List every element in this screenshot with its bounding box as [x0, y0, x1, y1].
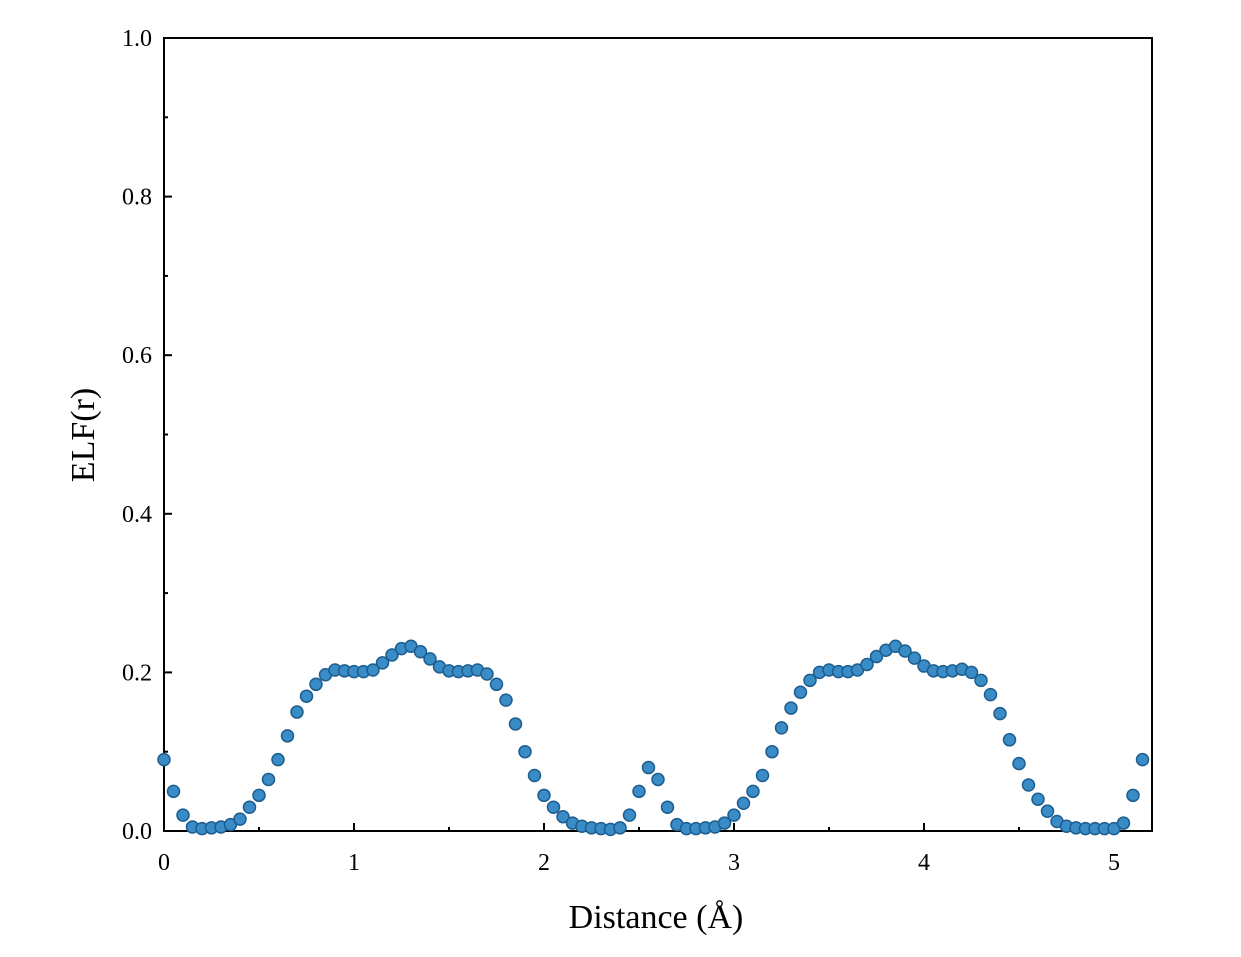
y-axis-label: ELF(r): [65, 388, 102, 482]
y-tick-label: 0.2: [122, 660, 152, 686]
y-tick-label: 0.4: [122, 502, 152, 528]
y-tick-label: 0.8: [122, 185, 152, 211]
data-point: [1021, 778, 1036, 792]
data-point: [717, 816, 732, 830]
data-point: [537, 788, 551, 803]
data-point: [746, 784, 760, 799]
data-point: [290, 705, 304, 719]
data-point: [166, 784, 181, 799]
data-point: [964, 665, 979, 680]
data-point: [556, 809, 570, 824]
data-point: [518, 744, 532, 759]
data-point: [157, 752, 171, 767]
data-point: [803, 673, 817, 688]
data-point: [898, 644, 912, 658]
data-point: [375, 656, 390, 670]
data-point: [736, 796, 751, 810]
x-tick-label: 2: [538, 850, 550, 876]
data-point: [755, 768, 770, 783]
data-point: [727, 808, 741, 822]
data-point: [233, 812, 247, 826]
data-point: [1031, 792, 1045, 807]
data-point: [508, 717, 523, 731]
y-tick-label: 0.6: [122, 343, 152, 369]
data-point: [261, 772, 276, 787]
data-point: [613, 821, 627, 835]
data-point: [974, 673, 988, 688]
data-point: [366, 663, 380, 677]
data-point: [1012, 756, 1026, 771]
data-point: [546, 800, 561, 814]
plot-frame: [163, 37, 1153, 832]
data-point: [860, 657, 874, 672]
data-point: [651, 772, 665, 787]
data-point: [176, 808, 190, 822]
data-point: [499, 693, 513, 707]
x-tick-label: 0: [158, 850, 170, 876]
x-tick-label: 1: [348, 850, 360, 876]
data-point: [527, 768, 542, 783]
data-point: [1040, 804, 1055, 818]
data-point: [1135, 752, 1150, 767]
data-point: [869, 649, 884, 664]
y-tick-label: 1.0: [122, 26, 152, 52]
data-point: [385, 648, 399, 662]
data-point: [1126, 788, 1140, 803]
data-point: [784, 701, 798, 715]
data-point: [309, 677, 323, 692]
x-axis-label: Distance (Å): [569, 899, 744, 936]
data-point: [660, 800, 675, 814]
data-point: [280, 729, 295, 743]
data-point: [907, 651, 922, 665]
data-point: [793, 685, 808, 699]
data-point: [423, 652, 437, 666]
data-point: [632, 784, 646, 799]
x-tick-label: 4: [918, 850, 930, 876]
x-tick-label: 5: [1108, 850, 1120, 876]
data-point: [1002, 733, 1017, 747]
data-point: [252, 788, 266, 803]
data-point: [413, 645, 428, 659]
data-point: [1116, 816, 1131, 830]
data-point: [993, 706, 1007, 721]
data-point: [765, 744, 779, 759]
data-point: [480, 667, 494, 681]
y-tick-label: 0.0: [122, 819, 152, 845]
data-point: [983, 687, 998, 702]
data-point: [299, 689, 314, 703]
data-point: [271, 752, 285, 767]
data-point: [641, 760, 656, 775]
data-point: [489, 677, 504, 692]
data-point: [774, 721, 789, 735]
data-point: [242, 800, 257, 814]
x-tick-label: 3: [728, 850, 740, 876]
data-point: [622, 808, 637, 822]
